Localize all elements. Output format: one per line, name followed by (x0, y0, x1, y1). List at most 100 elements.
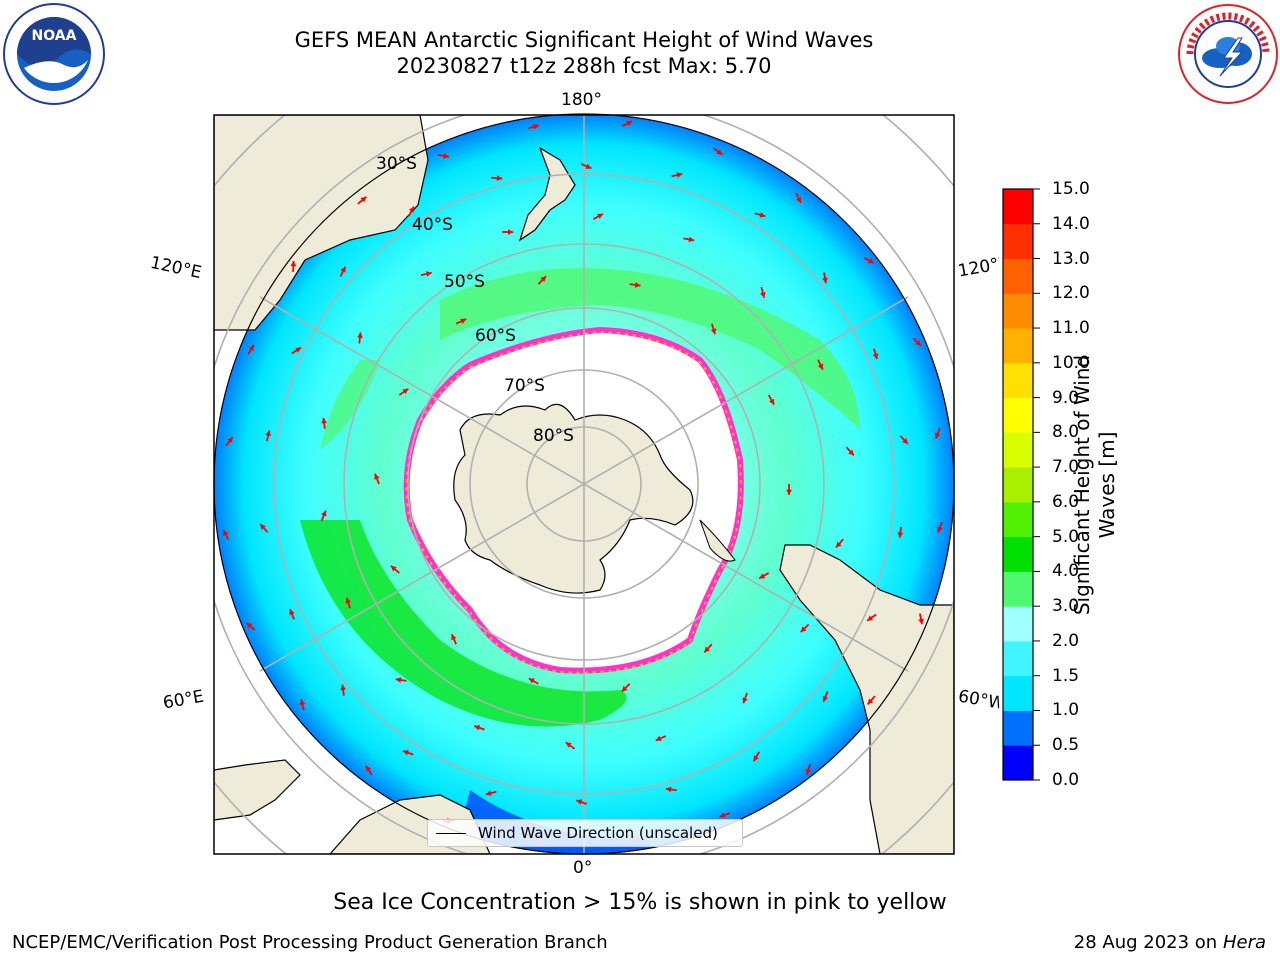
colorbar-label-line2: Waves [m] (1095, 431, 1119, 539)
wind-wave-arrow (719, 812, 731, 818)
wind-wave-arrow (897, 526, 904, 538)
wind-wave-arrow (528, 123, 540, 130)
colorbar-tick-label: 10.0 (1052, 352, 1090, 373)
wind-wave-arrow (758, 572, 770, 580)
wind-wave-arrow (407, 206, 415, 217)
wind-wave-arrow (299, 699, 306, 711)
wind-wave-arrow (742, 692, 748, 704)
wind-wave-arrow (822, 272, 828, 284)
wind-wave-arrow (899, 435, 909, 445)
wind-wave-arrow (934, 427, 941, 439)
colorbar (1003, 188, 1040, 781)
date-stamp-date: 28 Aug 2023 on (1073, 932, 1218, 953)
sea-ice-footnote: Sea Ice Concentration > 15% is shown in … (333, 890, 947, 915)
graticule (214, 115, 954, 854)
colorbar-segment (1003, 328, 1033, 364)
colorbar-tick-label: 14.0 (1052, 213, 1090, 234)
colorbar-tick-label: 7.0 (1052, 457, 1080, 478)
wind-wave-arrow (786, 484, 792, 495)
lat-label-60s: 60°S (475, 326, 516, 346)
chart-title: GEFS MEAN Antarctic Significant Height o… (294, 28, 874, 52)
wind-wave-arrow (450, 633, 458, 645)
wind-wave-arrow (621, 683, 631, 693)
noaa-logo: NOAA (3, 3, 105, 105)
colorbar-tick-label: 1.5 (1052, 665, 1080, 686)
wind-wave-arrow (655, 735, 667, 742)
wind-wave-arrow (289, 608, 295, 620)
colorbar-tick-label: 2.0 (1052, 630, 1080, 651)
wind-wave-arrow (320, 510, 327, 522)
colorbar-tick-label: 15.0 (1052, 179, 1090, 199)
legend-label: Wind Wave Direction (unscaled) (478, 824, 718, 842)
lat-label-80s: 80°S (533, 426, 574, 446)
wind-wave-arrow (754, 212, 766, 218)
colorbar-tick-label: 3.0 (1052, 596, 1080, 617)
date-stamp-machine: Hera (1222, 932, 1266, 953)
colorbar-segment (1003, 189, 1033, 225)
map-frame (213, 114, 955, 855)
wind-wave-arrow (713, 147, 723, 156)
wind-wave-arrow (912, 337, 922, 347)
wind-wave-arrow (402, 749, 414, 756)
wind-wave-arrow (683, 236, 695, 243)
colorbar-tick-label: 11.0 (1052, 318, 1090, 339)
wind-wave-arrow (580, 163, 592, 170)
colorbar-tick-label: 13.0 (1052, 248, 1090, 269)
wind-wave-arrow (339, 266, 347, 277)
colorbar-segment (1003, 710, 1033, 746)
wind-wave-arrow (291, 346, 302, 355)
wind-wave-arrow (866, 613, 877, 622)
lat-label-70s: 70°S (504, 376, 545, 396)
map-legend: Wind Wave Direction (unscaled) (427, 819, 743, 847)
colorbar-tick-label: 4.0 (1052, 561, 1080, 582)
wind-wave-arrow (528, 677, 539, 685)
colorbar-tick-label: 6.0 (1052, 491, 1080, 512)
wind-wave-arrow (321, 417, 327, 429)
colorbar-segment (1003, 362, 1033, 399)
wind-wave-arrow (374, 473, 380, 485)
lat-label-30s: 30°S (376, 154, 417, 174)
wind-wave-arrow (357, 196, 367, 205)
wind-wave-arrow (671, 172, 683, 178)
lon-label-bottom: 0° (573, 858, 593, 878)
colorbar-label-line1: Significant Height of Wind (1070, 354, 1094, 616)
wind-wave-arrow (357, 332, 363, 344)
nws-logo (1178, 4, 1278, 104)
wind-wave-arrow (537, 275, 547, 285)
wind-wave-arrow (491, 175, 503, 182)
colorbar-segment (1003, 258, 1033, 294)
wind-wave-arrow (822, 691, 829, 703)
wind-wave-arrow (621, 120, 633, 127)
colorbar-segment (1003, 432, 1033, 468)
wind-wave-arrow (565, 741, 576, 750)
colorbar-segment (1003, 467, 1033, 503)
wind-wave-arrow (245, 622, 256, 631)
colorbar-tick-label: 12.0 (1052, 283, 1090, 304)
wind-wave-arrow (800, 623, 810, 633)
colorbar-tick-label: 8.0 (1052, 422, 1080, 443)
colorbar-segment (1003, 675, 1033, 711)
wind-wave-arrow (918, 613, 924, 625)
lat-label-40s: 40°S (412, 215, 453, 235)
colorbar-segment (1003, 640, 1033, 677)
wind-wave-arrow (395, 677, 407, 683)
wind-wave-arrow (767, 394, 775, 406)
colorbar-segment (1003, 536, 1033, 572)
wind-wave-arrow (845, 446, 855, 457)
colorbar-segment (1003, 293, 1033, 329)
wind-wave-arrow (265, 430, 271, 442)
date-stamp: 28 Aug 2023 on Hera (1074, 932, 1266, 953)
colorbar-label: Significant Height of Wind Waves [m] (1070, 295, 1130, 675)
colorbar-segment (1003, 223, 1033, 260)
legend-line-swatch (436, 833, 466, 834)
credit-line: NCEP/EMC/Verification Post Processing Pr… (12, 932, 608, 953)
wind-wave-arrow (437, 153, 450, 159)
colorbar-tick-label: 1.0 (1052, 700, 1080, 721)
wind-wave-arrow (222, 529, 230, 541)
colorbar-segment (1003, 397, 1033, 433)
colorbar-tick-label: 0.0 (1052, 770, 1080, 790)
wind-wave-arrow (247, 344, 255, 355)
wind-wave-arrow (710, 323, 717, 335)
wind-wave-arrow (576, 799, 587, 805)
